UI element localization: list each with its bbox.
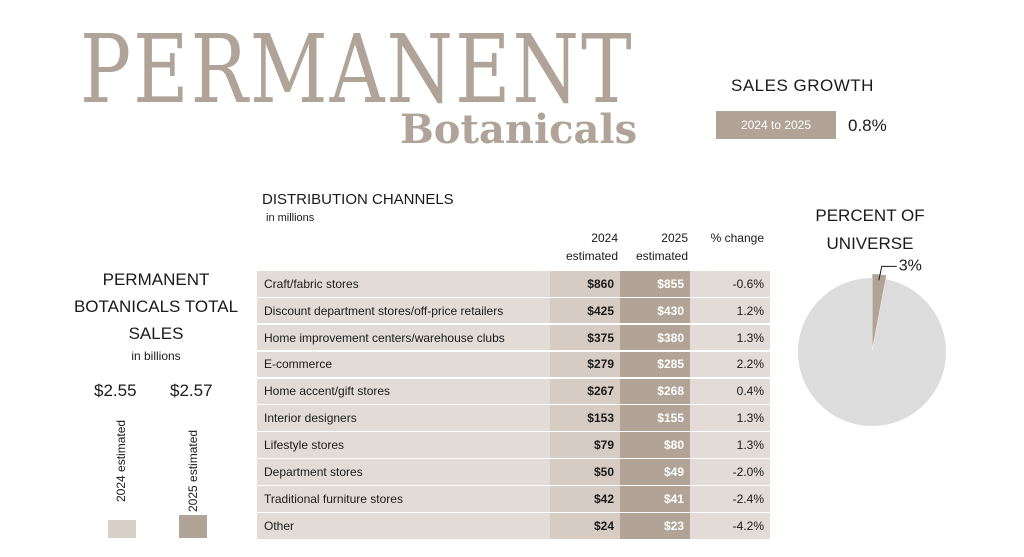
value-2025: $430 xyxy=(620,297,690,324)
channel-name: E-commerce xyxy=(257,351,550,378)
table-row: Lifestyle stores $79 $80 1.3% xyxy=(257,432,770,458)
column-header-line: estimated xyxy=(635,249,688,263)
value-2025: $285 xyxy=(620,351,690,378)
table-row: Home improvement centers/warehouse clubs… xyxy=(257,324,770,351)
column-header-change: % change xyxy=(710,231,764,245)
channel-name: Interior designers xyxy=(257,405,550,432)
sales-growth-title: SALES GROWTH xyxy=(731,76,874,95)
percent-change: 0.4% xyxy=(690,378,770,405)
table-row: E-commerce $279 $285 2.2% xyxy=(257,351,770,378)
value-2025: $268 xyxy=(620,378,690,405)
value-2024: $42 xyxy=(550,486,620,512)
value-2024: $153 xyxy=(550,405,620,432)
channel-name: Craft/fabric stores xyxy=(257,271,550,297)
channel-name: Other xyxy=(257,513,550,539)
total-sales-2025-bar xyxy=(179,515,207,538)
distribution-unit: in millions xyxy=(266,212,315,224)
total-sales-2024-label: 2024 estimated xyxy=(114,419,128,502)
channel-name: Traditional furniture stores xyxy=(257,486,550,512)
total-sales-2024-bar xyxy=(108,520,136,538)
value-2024: $375 xyxy=(550,324,620,351)
pie-slice-rest xyxy=(798,278,946,426)
column-header-2025: 2025 estimated xyxy=(624,229,688,265)
channel-name: Home accent/gift stores xyxy=(257,378,550,405)
value-2024: $425 xyxy=(550,297,620,324)
value-2024: $860 xyxy=(550,271,620,297)
value-2025: $155 xyxy=(620,405,690,432)
channel-name: Home improvement centers/warehouse clubs xyxy=(257,324,550,351)
channel-name: Discount department stores/off-price ret… xyxy=(257,297,550,324)
brand-subtitle: Botanicals xyxy=(400,106,638,153)
percent-change: 2.2% xyxy=(690,351,770,378)
pie-label: 3% xyxy=(899,257,922,274)
value-2024: $79 xyxy=(550,432,620,458)
value-2024: $267 xyxy=(550,378,620,405)
distribution-title: DISTRIBUTION CHANNELS xyxy=(262,191,454,208)
percent-change: -2.4% xyxy=(690,486,770,512)
value-2024: $24 xyxy=(550,513,620,539)
value-2024: $50 xyxy=(550,459,620,485)
pie-leader-line xyxy=(878,265,897,281)
total-sales-unit: in billions xyxy=(131,349,181,363)
value-2025: $41 xyxy=(620,486,690,512)
value-2025: $49 xyxy=(620,459,690,485)
distribution-table: Craft/fabric stores $860 $855 -0.6% Disc… xyxy=(257,271,770,540)
column-header-line: 2025 xyxy=(661,231,688,245)
total-sales-title-line: BOTANICALS TOTAL xyxy=(73,297,239,316)
column-header-line: 2024 xyxy=(591,231,618,245)
value-2024: $279 xyxy=(550,351,620,378)
column-header-2024: 2024 estimated xyxy=(554,229,618,265)
value-2025: $80 xyxy=(620,432,690,458)
sales-growth-period-badge: 2024 to 2025 xyxy=(716,111,836,139)
total-sales-title: PERMANENT BOTANICALS TOTAL SALES xyxy=(70,266,242,347)
pie-slice-share xyxy=(872,274,887,349)
total-sales-title-line: PERMANENT xyxy=(102,270,210,289)
percent-change: 1.3% xyxy=(690,432,770,458)
pie-chart: 3% xyxy=(798,257,946,426)
total-sales-title-line: SALES xyxy=(128,324,184,343)
pie-title: PERCENT OF UNIVERSE xyxy=(800,202,940,258)
value-2025: $855 xyxy=(620,271,690,297)
table-row: Craft/fabric stores $860 $855 -0.6% xyxy=(257,271,770,297)
percent-change: 1.3% xyxy=(690,324,770,351)
value-2025: $380 xyxy=(620,324,690,351)
channel-name: Department stores xyxy=(257,459,550,485)
total-sales-2024-value: $2.55 xyxy=(94,381,137,400)
pie-title-line: UNIVERSE xyxy=(826,234,914,253)
brand-title: PERMANENT xyxy=(80,13,634,125)
table-row: Traditional furniture stores $42 $41 -2.… xyxy=(257,486,770,512)
table-row: Other $24 $23 -4.2% xyxy=(257,513,770,539)
table-row: Department stores $50 $49 -2.0% xyxy=(257,459,770,485)
table-row: Home accent/gift stores $267 $268 0.4% xyxy=(257,378,770,405)
value-2025: $23 xyxy=(620,513,690,539)
percent-change: 1.3% xyxy=(690,405,770,432)
table-row: Discount department stores/off-price ret… xyxy=(257,297,770,324)
sales-growth-value: 0.8% xyxy=(848,116,887,135)
percent-change: -2.0% xyxy=(690,459,770,485)
pie-title-line: PERCENT OF xyxy=(815,206,925,225)
total-sales-2025-value: $2.57 xyxy=(170,381,213,400)
table-row: Interior designers $153 $155 1.3% xyxy=(257,405,770,432)
percent-change: -4.2% xyxy=(690,513,770,539)
percent-change: 1.2% xyxy=(690,297,770,324)
percent-change: -0.6% xyxy=(690,271,770,297)
channel-name: Lifestyle stores xyxy=(257,432,550,458)
column-header-line: estimated xyxy=(565,249,618,263)
total-sales-2025-label: 2025 estimated xyxy=(186,429,200,512)
